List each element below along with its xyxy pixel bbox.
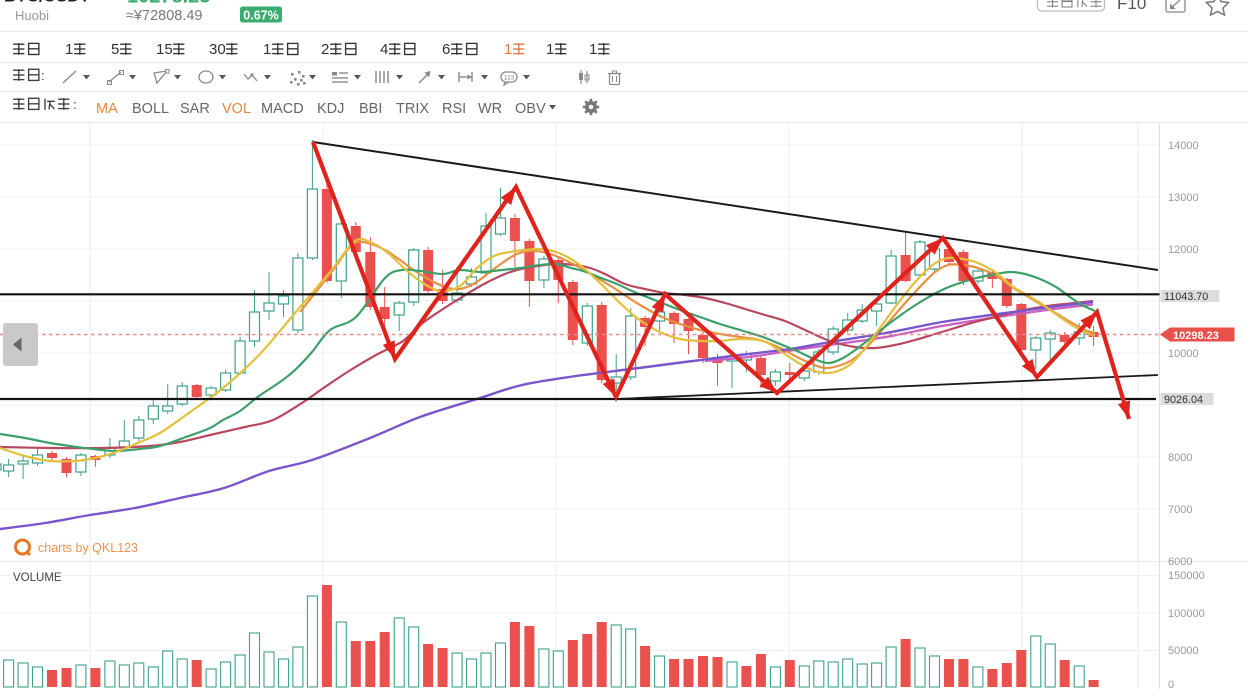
svg-text:TRIX: TRIX — [396, 101, 429, 117]
svg-text:100000: 100000 — [1168, 608, 1205, 620]
svg-text:0: 0 — [1168, 679, 1174, 689]
svg-text:150000: 150000 — [1168, 570, 1205, 582]
svg-text:RSI: RSI — [442, 101, 466, 117]
svg-text:6000: 6000 — [1168, 556, 1192, 568]
svg-text:SAR: SAR — [180, 101, 210, 117]
svg-text:1: 1 — [589, 41, 597, 58]
svg-text:5: 5 — [111, 41, 119, 58]
svg-text:≈¥72808.49: ≈¥72808.49 — [126, 8, 203, 24]
svg-text:charts by QKL123: charts by QKL123 — [38, 541, 138, 555]
svg-text:BOLL: BOLL — [132, 101, 169, 117]
svg-text:BBI: BBI — [359, 101, 382, 117]
svg-text:7000: 7000 — [1168, 504, 1192, 516]
svg-text::: : — [73, 97, 77, 112]
svg-text:6: 6 — [442, 41, 450, 58]
svg-text:1: 1 — [546, 41, 554, 58]
svg-text:1: 1 — [504, 41, 512, 58]
svg-text:4: 4 — [380, 41, 388, 58]
svg-text:10000: 10000 — [1168, 348, 1199, 360]
svg-text:VOLUME: VOLUME — [13, 572, 62, 584]
svg-text:15: 15 — [156, 41, 173, 58]
svg-text:2: 2 — [321, 41, 329, 58]
svg-text:50000: 50000 — [1168, 645, 1199, 657]
svg-text::: : — [41, 68, 45, 83]
svg-text:14000: 14000 — [1168, 140, 1199, 152]
svg-text:BTC/USDT: BTC/USDT — [4, 0, 91, 6]
svg-text:10298.23: 10298.23 — [1173, 330, 1219, 342]
svg-text:10278.23: 10278.23 — [127, 0, 210, 8]
svg-text:WR: WR — [478, 101, 502, 117]
svg-text:MACD: MACD — [261, 101, 304, 117]
svg-text:13000: 13000 — [1168, 192, 1199, 204]
svg-text:123: 123 — [504, 75, 515, 82]
svg-text:OBV: OBV — [515, 101, 546, 117]
svg-text:30: 30 — [209, 41, 226, 58]
svg-text:F10: F10 — [1117, 0, 1146, 13]
svg-text:VOL: VOL — [222, 101, 251, 117]
svg-text:12000: 12000 — [1168, 244, 1199, 256]
svg-text:Huobi: Huobi — [15, 8, 49, 23]
svg-text:KDJ: KDJ — [317, 101, 344, 117]
svg-text:9026.04: 9026.04 — [1164, 394, 1203, 406]
svg-text:0.67%: 0.67% — [243, 9, 278, 23]
svg-text:1: 1 — [65, 41, 73, 58]
svg-text:8000: 8000 — [1168, 452, 1192, 464]
svg-text:MA: MA — [96, 101, 118, 117]
svg-text:11043.70: 11043.70 — [1164, 291, 1208, 303]
svg-text:1: 1 — [263, 41, 271, 58]
